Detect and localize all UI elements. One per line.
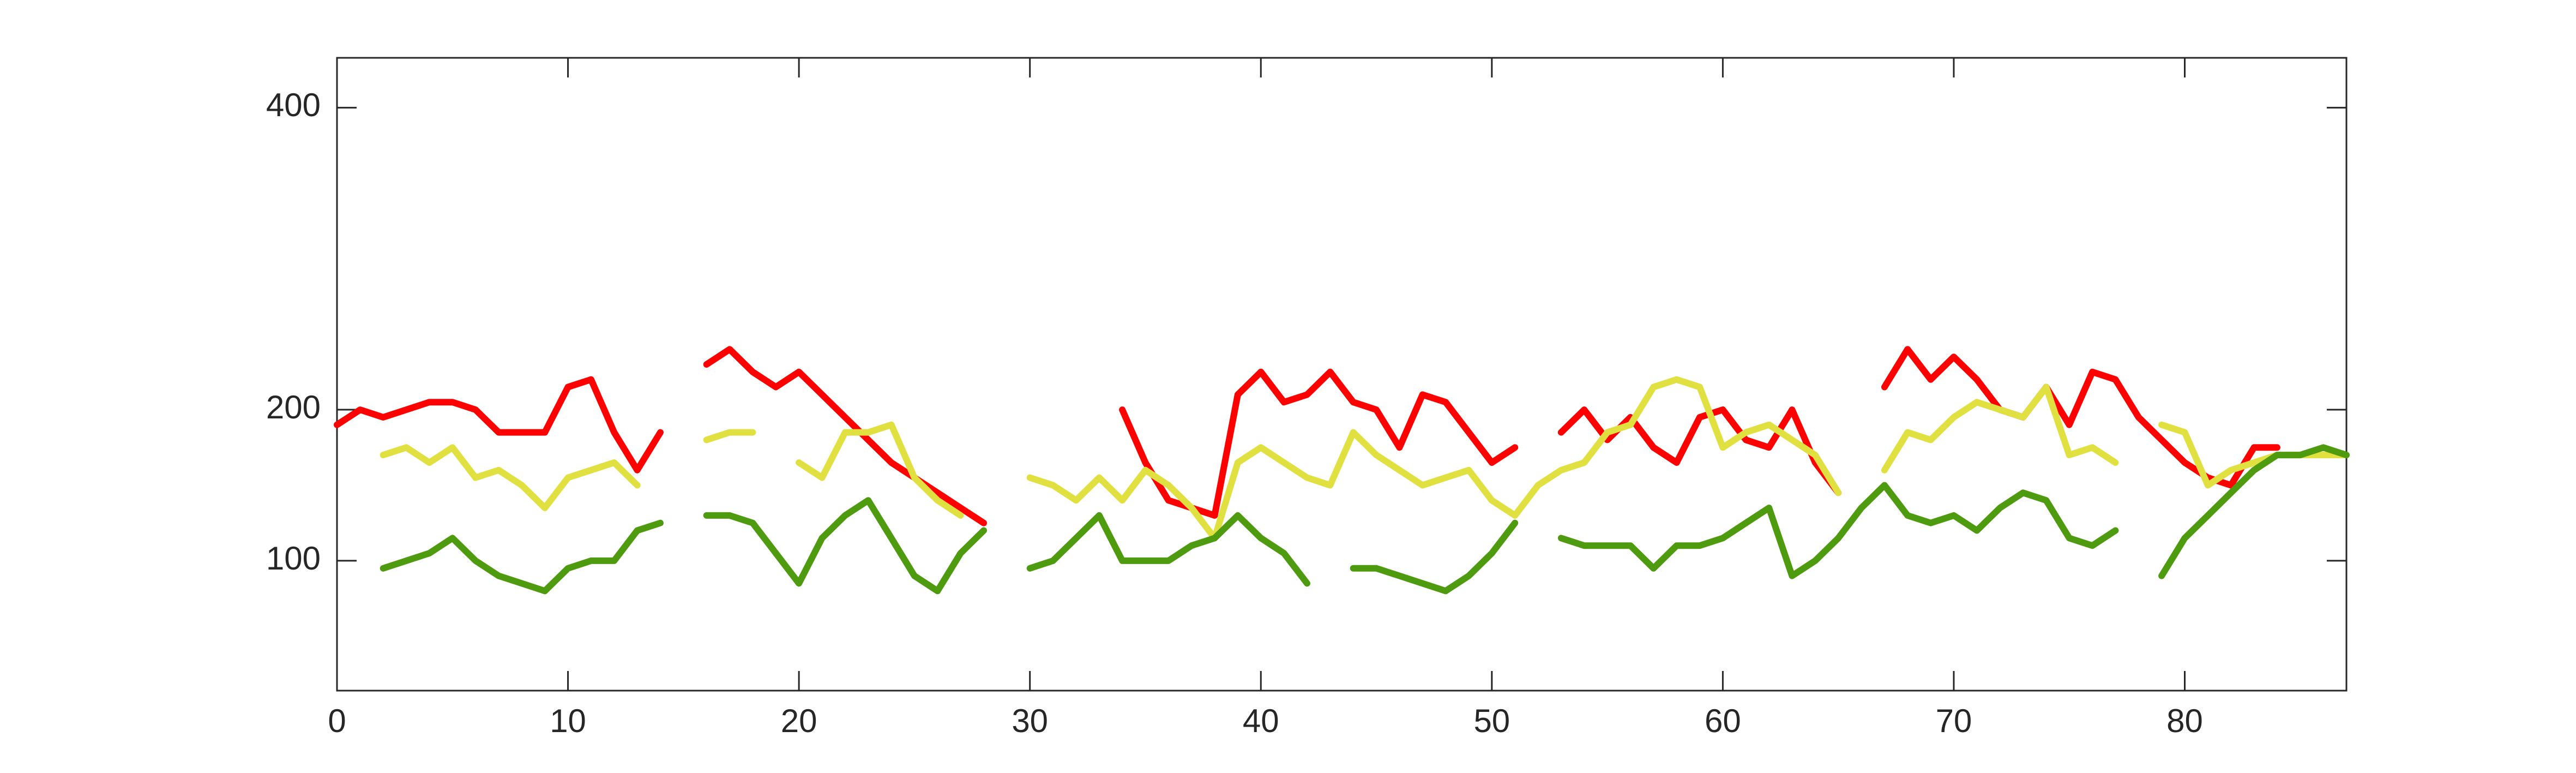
x-tick-label: 0 <box>328 703 346 739</box>
y-tick-label: 400 <box>266 87 321 123</box>
x-tick-label: 40 <box>1243 703 1279 739</box>
y-tick-label: 200 <box>266 389 321 426</box>
data-line <box>334 346 2280 526</box>
x-tick-label: 60 <box>1705 703 1741 739</box>
data-line <box>380 376 2350 542</box>
x-tick-label: 10 <box>550 703 586 739</box>
data-line <box>380 444 2350 595</box>
x-tick-label: 50 <box>1473 703 1510 739</box>
y-tick-label: 100 <box>266 540 321 577</box>
x-tick-label: 70 <box>1936 703 1972 739</box>
x-tick-label: 80 <box>2166 703 2203 739</box>
axes-box <box>336 57 2348 692</box>
x-tick-label: 30 <box>1012 703 1048 739</box>
x-tick-label: 20 <box>781 703 817 739</box>
